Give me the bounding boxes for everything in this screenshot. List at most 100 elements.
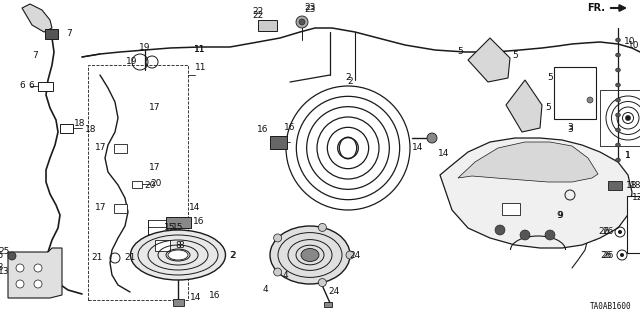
Text: 26: 26: [598, 227, 610, 236]
Text: 26: 26: [602, 227, 614, 236]
Ellipse shape: [616, 128, 621, 132]
Text: 17: 17: [149, 103, 161, 113]
Text: 2: 2: [347, 78, 353, 86]
Text: 9: 9: [556, 211, 562, 219]
FancyBboxPatch shape: [554, 67, 596, 119]
Circle shape: [318, 278, 326, 286]
Text: 6: 6: [28, 81, 34, 91]
Text: 22: 22: [252, 11, 264, 19]
FancyBboxPatch shape: [45, 28, 58, 39]
Circle shape: [34, 264, 42, 272]
FancyBboxPatch shape: [132, 181, 142, 188]
Text: 18: 18: [74, 118, 86, 128]
FancyBboxPatch shape: [113, 204, 127, 212]
Text: TA0AB1600: TA0AB1600: [590, 302, 632, 311]
Text: 7: 7: [32, 50, 38, 60]
Ellipse shape: [301, 249, 319, 262]
Text: 17: 17: [95, 204, 106, 212]
Text: 17: 17: [149, 164, 161, 173]
Circle shape: [16, 280, 24, 288]
Text: 16: 16: [257, 125, 268, 135]
Polygon shape: [8, 248, 62, 298]
Text: 16: 16: [209, 291, 221, 300]
FancyBboxPatch shape: [113, 144, 127, 152]
Text: 14: 14: [412, 144, 424, 152]
Text: 2: 2: [229, 250, 235, 259]
Text: 7: 7: [66, 28, 72, 38]
Circle shape: [520, 230, 530, 240]
Text: 19: 19: [140, 43, 151, 53]
Text: 26: 26: [600, 250, 612, 259]
Circle shape: [587, 97, 593, 103]
Text: 21: 21: [124, 254, 136, 263]
Text: 14: 14: [190, 293, 202, 301]
Text: 13: 13: [0, 268, 10, 277]
Circle shape: [34, 280, 42, 288]
Ellipse shape: [131, 230, 225, 280]
Text: 2: 2: [345, 73, 351, 83]
Text: 4: 4: [262, 286, 268, 294]
Text: 6: 6: [19, 81, 25, 91]
Text: 11: 11: [195, 63, 207, 72]
Text: 23: 23: [304, 4, 316, 12]
Text: 21: 21: [92, 254, 103, 263]
Ellipse shape: [616, 83, 621, 87]
Polygon shape: [468, 38, 510, 82]
Text: 12: 12: [632, 194, 640, 203]
Text: 5: 5: [547, 73, 553, 83]
Ellipse shape: [616, 158, 621, 162]
Circle shape: [296, 16, 308, 28]
FancyBboxPatch shape: [324, 302, 332, 307]
FancyBboxPatch shape: [38, 81, 52, 91]
Text: 14: 14: [438, 149, 449, 158]
Text: 23: 23: [304, 5, 316, 14]
Polygon shape: [506, 80, 542, 132]
Circle shape: [346, 251, 354, 259]
Circle shape: [274, 234, 282, 242]
Text: 24: 24: [349, 250, 360, 259]
Text: 19: 19: [126, 57, 138, 66]
Text: 9: 9: [557, 211, 563, 219]
Polygon shape: [22, 4, 52, 32]
Text: 11: 11: [195, 46, 205, 55]
Bar: [600, 90, 640, 146]
Text: 25: 25: [0, 250, 4, 259]
Bar: [88, 65, 188, 300]
Circle shape: [8, 252, 16, 260]
Text: 18: 18: [630, 182, 640, 190]
Text: 26: 26: [602, 250, 614, 259]
Ellipse shape: [616, 113, 621, 117]
Text: 18: 18: [627, 182, 637, 190]
Text: 4: 4: [282, 271, 288, 279]
Ellipse shape: [616, 143, 621, 147]
Circle shape: [299, 19, 305, 25]
FancyBboxPatch shape: [257, 19, 276, 31]
Text: 20: 20: [144, 181, 156, 189]
FancyBboxPatch shape: [269, 136, 287, 149]
FancyBboxPatch shape: [173, 299, 184, 306]
Circle shape: [16, 264, 24, 272]
Ellipse shape: [270, 226, 350, 284]
Polygon shape: [440, 138, 632, 248]
FancyBboxPatch shape: [608, 181, 622, 190]
Text: 3: 3: [567, 125, 573, 135]
Text: 8: 8: [178, 241, 184, 249]
Text: 11: 11: [195, 46, 205, 55]
Ellipse shape: [616, 68, 621, 72]
Circle shape: [274, 268, 282, 276]
Text: 13: 13: [0, 263, 4, 272]
Text: 1: 1: [625, 151, 631, 160]
Text: 8: 8: [175, 241, 181, 249]
Circle shape: [545, 230, 555, 240]
Circle shape: [625, 115, 630, 121]
Circle shape: [618, 230, 622, 234]
Text: 2: 2: [230, 250, 236, 259]
Ellipse shape: [616, 53, 621, 57]
Circle shape: [620, 253, 624, 257]
Text: 15: 15: [172, 224, 184, 233]
Text: FR.: FR.: [587, 3, 605, 13]
Text: 12: 12: [639, 256, 640, 264]
Text: 10: 10: [628, 41, 639, 49]
Text: 16: 16: [193, 218, 205, 226]
Text: 15: 15: [164, 224, 176, 233]
